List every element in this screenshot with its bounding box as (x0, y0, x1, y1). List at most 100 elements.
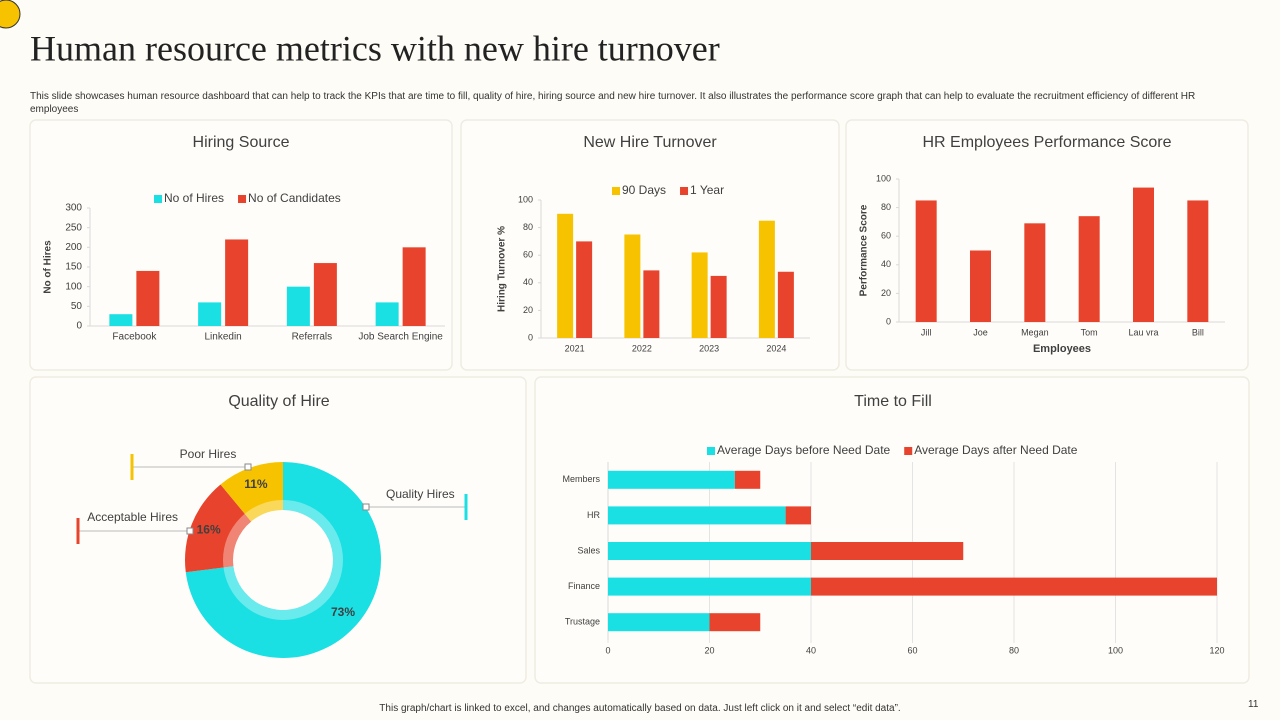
legend-label: Average Days after Need Date (914, 443, 1078, 457)
donut-slice (185, 462, 381, 658)
bar (557, 213, 574, 338)
y-tick-label: Trustage (565, 617, 600, 627)
y-tick-label: 0 (76, 321, 82, 332)
y-tick-label: 0 (528, 332, 533, 342)
y-tick-label: 40 (881, 259, 891, 269)
donut-slice (185, 484, 252, 573)
x-tick-label: Facebook (112, 332, 157, 343)
y-tick-label: 150 (65, 262, 82, 273)
y-tick-label: 60 (881, 231, 891, 241)
leader-dot (362, 503, 370, 511)
leader-dot (244, 463, 252, 471)
data-label: 73% (331, 605, 355, 619)
bar (970, 250, 991, 322)
panel (29, 376, 527, 684)
bar-segment (608, 470, 735, 489)
bar-segment (709, 613, 761, 632)
leader-dot (186, 527, 194, 535)
y-tick-label: 20 (523, 305, 533, 315)
footer: This graph/chart is linked to excel, and… (379, 703, 901, 714)
bar-segment (608, 506, 786, 525)
x-tick-label: Linkedin (204, 332, 241, 343)
bar (624, 234, 641, 338)
y-tick-label: 60 (523, 250, 533, 260)
legend-swatch (904, 447, 913, 455)
bar-segment (608, 577, 811, 596)
x-tick-label: 2022 (632, 343, 652, 353)
bar-segment (811, 577, 1217, 596)
x-tick-label: 2024 (766, 343, 786, 353)
legend-label: 1 Year (690, 183, 724, 197)
slide-title: Human resource metrics with new hire tur… (30, 28, 720, 68)
y-tick-label: 0 (886, 316, 891, 326)
x-tick-label: Joe (973, 327, 988, 337)
slice-label: Poor Hires (180, 447, 237, 461)
legend-swatch (238, 195, 247, 203)
legend-label: Average Days before Need Date (717, 443, 891, 457)
bar (643, 270, 660, 338)
bar (777, 271, 794, 338)
legend-label: No of Hires (164, 191, 224, 205)
y-tick-label: 250 (65, 222, 82, 233)
legend-swatch (612, 187, 620, 195)
y-tick-label: 20 (881, 288, 891, 298)
x-tick-label: 120 (1209, 645, 1224, 655)
y-tick-label: 80 (523, 222, 533, 232)
y-tick-label: 200 (65, 242, 82, 253)
y-axis-label: Performance Score (859, 204, 870, 296)
y-tick-label: 300 (65, 203, 82, 214)
y-tick-label: 100 (518, 194, 533, 204)
bar (313, 263, 337, 326)
slice-label: Acceptable Hires (87, 510, 178, 524)
bar (1187, 200, 1209, 322)
slice-label: Quality Hires (386, 487, 455, 501)
x-tick-label: 0 (605, 645, 610, 655)
x-tick-label: 100 (1108, 645, 1123, 655)
bar (691, 252, 708, 338)
chart-title: HR Employees Performance Score (923, 134, 1172, 151)
x-tick-label: Jill (921, 327, 932, 337)
bar (576, 241, 593, 338)
y-tick-label: Sales (577, 545, 600, 555)
bar (375, 302, 399, 326)
legend-label: 90 Days (622, 183, 666, 197)
y-tick-label: Members (562, 474, 600, 484)
x-tick-label: 60 (907, 645, 917, 655)
bar-segment (785, 506, 811, 525)
chart-title: Quality of Hire (228, 393, 329, 410)
y-tick-label: 50 (71, 301, 83, 312)
bar (109, 314, 133, 326)
bar (1024, 223, 1046, 322)
bar (915, 200, 937, 322)
bar-segment (811, 542, 964, 560)
inner-ring (223, 500, 343, 620)
x-tick-label: 20 (704, 645, 714, 655)
bar (1078, 216, 1100, 322)
bar (1133, 187, 1154, 322)
corner-dot (0, 0, 21, 29)
x-tick-label: Bill (1192, 327, 1204, 337)
y-tick-label: Finance (568, 581, 600, 591)
y-axis-label: Hiring Turnover % (497, 226, 508, 312)
x-tick-label: 2023 (699, 343, 719, 353)
legend-swatch (707, 447, 715, 455)
description: This slide showcases human resource dash… (30, 91, 1196, 115)
y-tick-label: 40 (523, 277, 533, 287)
y-tick-label: 100 (65, 281, 82, 292)
bar (758, 220, 775, 338)
x-tick-label: 80 (1009, 645, 1019, 655)
bar (198, 302, 222, 326)
donut-slice (220, 462, 283, 522)
y-tick-label: 100 (876, 173, 891, 183)
bar (402, 247, 426, 326)
legend-swatch (154, 195, 162, 203)
panel (534, 376, 1250, 684)
chart-title: New Hire Turnover (583, 134, 717, 151)
bar (710, 275, 727, 338)
bar (136, 270, 160, 326)
y-tick-label: 80 (881, 202, 891, 212)
bar (225, 239, 249, 326)
y-tick-label: HR (587, 510, 600, 520)
bar (286, 286, 310, 326)
